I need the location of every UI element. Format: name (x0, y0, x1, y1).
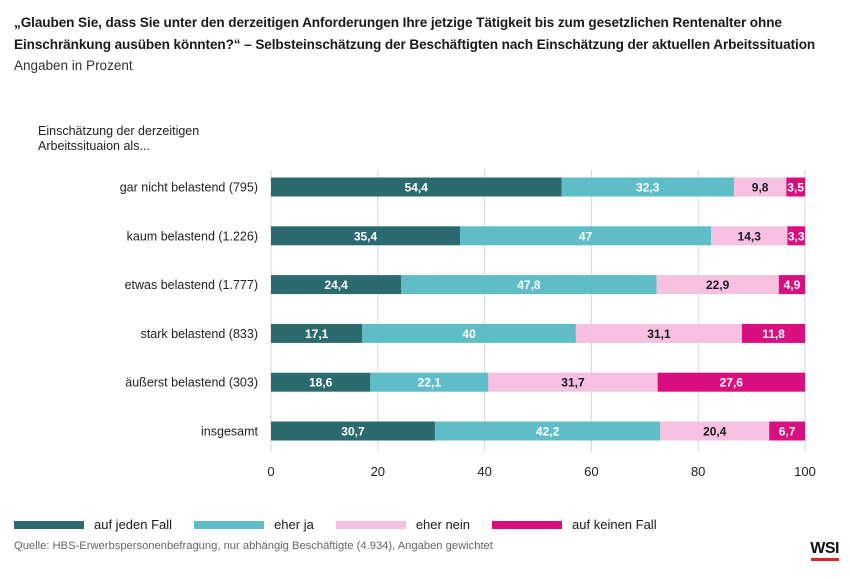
bar-segment-eher-nein (488, 372, 658, 392)
data-label: 22,9 (706, 278, 730, 292)
data-label: 31,7 (561, 376, 585, 390)
x-tick-label: 100 (794, 464, 816, 479)
category-label: kaum belastend (1.226) (127, 229, 258, 243)
bar-segment-auf-keinen-fall (778, 275, 805, 295)
data-label: 27,6 (720, 376, 744, 390)
bar-segment-auf-jeden-fall (271, 323, 363, 343)
data-label: 35,4 (354, 229, 378, 243)
data-label: 30,7 (341, 425, 365, 439)
bar-segment-eher-nein (575, 323, 742, 343)
data-label: 20,4 (703, 425, 727, 439)
legend-swatch-auf-keinen-fall (492, 520, 563, 529)
legend-label-eher-ja: eher ja (274, 517, 314, 532)
category-axis-header: Einschätzung der derzeitigen Arbeitssitu… (38, 124, 199, 154)
data-label: 47,8 (517, 278, 541, 292)
source-note: Quelle: HBS-Erwerbspersonenbefragung, nu… (14, 540, 493, 552)
legend-label-auf-keinen-fall: auf keinen Fall (572, 517, 657, 532)
bar-segment-eher-ja (460, 226, 712, 246)
legend-item-eher-nein: eher nein (335, 517, 471, 532)
bar-segment-eher-nein (711, 226, 788, 246)
legend-label-eher-nein: eher nein (415, 517, 471, 532)
x-tick-label: 20 (371, 464, 385, 479)
bar-segment-eher-ja (362, 323, 576, 343)
data-label: 24,4 (324, 278, 348, 292)
legend-item-auf-jeden-fall: auf jeden Fall (14, 517, 172, 532)
data-label: 31,1 (647, 327, 671, 341)
data-label: 42,2 (536, 425, 560, 439)
bar-segment-auf-keinen-fall (786, 177, 805, 197)
legend-swatch-auf-jeden-fall (14, 520, 84, 529)
chart-title: „Glauben Sie, dass Sie unter den derzeit… (14, 15, 816, 52)
legend-item-auf-keinen-fall: auf keinen Fall (492, 517, 657, 532)
bar-segment-auf-keinen-fall (769, 421, 805, 441)
data-label: 6,7 (779, 425, 796, 439)
bar-segment-auf-keinen-fall (657, 372, 805, 392)
data-label: 18,6 (309, 376, 333, 390)
bar-segment-eher-ja (434, 421, 661, 441)
bar-segment-auf-jeden-fall (271, 372, 371, 392)
stacked-bar-chart: 0 20 40 60 80 100 gar nicht belastend (795) 54,… (120, 170, 816, 479)
chart-legend: auf jeden Fall eher ja eher nein auf kei… (14, 517, 679, 532)
wsi-logo: WSI (810, 540, 839, 557)
category-label: äußerst belastend (303) (125, 376, 258, 390)
data-label: 3,5 (787, 181, 804, 195)
legend-label-auf-jeden-fall: auf jeden Fall (94, 517, 173, 532)
bar-segment-auf-jeden-fall (271, 421, 435, 441)
x-tick-label: 80 (691, 464, 705, 479)
data-label: 40 (462, 327, 476, 341)
data-label: 22,1 (418, 376, 442, 390)
category-label: gar nicht belastend (795) (120, 181, 258, 195)
bar-segment-auf-jeden-fall (271, 275, 402, 295)
data-label: 4,9 (784, 278, 801, 292)
category-label: etwas belastend (1.777) (125, 278, 258, 292)
bar-segment-eher-ja (370, 372, 489, 392)
category-label: insgesamt (201, 425, 258, 439)
data-label: 54,4 (405, 181, 429, 195)
bar-segment-eher-nein (660, 421, 770, 441)
data-label: 14,3 (738, 229, 762, 243)
legend-swatch-eher-ja (194, 520, 265, 529)
bar-segment-auf-jeden-fall (271, 226, 461, 246)
category-label: stark belastend (833) (141, 327, 258, 341)
bar-segment-eher-nein (656, 275, 779, 295)
data-label: 3,3 (788, 229, 805, 243)
bar-segment-eher-nein (733, 177, 787, 197)
chart-subtitle: Angaben in Prozent (14, 58, 133, 73)
x-tick-label: 0 (267, 464, 274, 479)
bar-segment-eher-ja (561, 177, 734, 197)
data-label: 32,3 (636, 181, 660, 195)
x-tick-label: 40 (477, 464, 491, 479)
data-label: 9,8 (752, 181, 769, 195)
legend-item-eher-ja: eher ja (194, 517, 314, 532)
data-label: 17,1 (305, 327, 329, 341)
category-axis-header-line-2: Arbeitssituaion als... (38, 139, 150, 153)
data-label: 47 (579, 229, 593, 243)
legend-swatch-eher-nein (335, 520, 406, 529)
bar-segment-auf-keinen-fall (787, 226, 805, 246)
category-axis-header-line-1: Einschätzung der derzeitigen (38, 124, 200, 138)
data-label: 11,8 (762, 327, 785, 341)
wsi-logo-underline (811, 558, 839, 561)
bar-segment-auf-jeden-fall (271, 177, 562, 197)
bar-segment-eher-ja (401, 275, 657, 295)
x-tick-label: 60 (584, 464, 598, 479)
bar-segment-auf-keinen-fall (741, 323, 805, 343)
